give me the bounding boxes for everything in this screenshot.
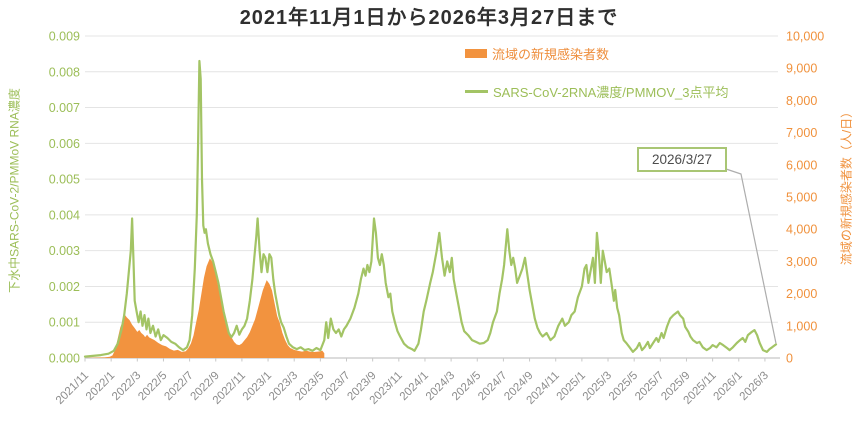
y-right-tick-label: 2,000 <box>786 287 817 301</box>
y-axis-title-right: 流域の新規感染者数（人/日） <box>839 105 854 266</box>
y-right-tick-label: 8,000 <box>786 94 817 108</box>
cases-area-series <box>85 258 325 358</box>
y-left-tick-label: 0.009 <box>49 30 80 44</box>
y-right-tick-label: 0 <box>786 352 793 366</box>
legend: 流域の新規感染者数 SARS-CoV-2RNA濃度/PMMOV_3点平均 <box>465 45 729 100</box>
cases-legend-label: 流域の新規感染者数 <box>492 47 610 62</box>
cases-area-swatch-icon <box>465 49 487 58</box>
y-left-tick-label: 0.006 <box>49 137 80 151</box>
y-right-tick-label: 5,000 <box>786 191 817 205</box>
x-tick-label: 2026/3 <box>738 370 771 403</box>
y-left-tick-label: 0.004 <box>49 208 80 222</box>
y-right-tick-label: 7,000 <box>786 126 817 140</box>
y-right-tick-label: 3,000 <box>786 255 817 269</box>
rna-line-swatch-icon <box>465 90 488 93</box>
y-left-tick-label: 0.001 <box>49 316 80 330</box>
legend-item-rna: SARS-CoV-2RNA濃度/PMMOV_3点平均 <box>465 83 729 100</box>
y-right-tick-label: 10,000 <box>786 30 824 44</box>
y-right-tick-label: 6,000 <box>786 158 817 172</box>
rna-legend-label: SARS-CoV-2RNA濃度/PMMOV_3点平均 <box>493 85 729 100</box>
y-left-tick-label: 0.005 <box>49 173 80 187</box>
y-left-tick-label: 0.002 <box>49 280 80 294</box>
x-tick-label: 2021/11 <box>54 370 91 407</box>
annotation-leader-line <box>722 167 777 344</box>
y-axis-title-left: 下水中SARS-CoV-2/PMMoV RNA濃度 <box>7 88 22 293</box>
y-right-tick-label: 1,000 <box>786 319 817 333</box>
y-left-tick-label: 0.007 <box>49 101 80 115</box>
chart-title: 2021年11月1日から2026年3月27日まで <box>239 7 619 29</box>
y-right-tick-label: 9,000 <box>786 62 817 76</box>
date-annotation: 2026/3/27 <box>637 147 727 172</box>
y-left-tick-label: 0.003 <box>49 244 80 258</box>
y-left-tick-label: 0.000 <box>49 352 80 366</box>
y-right-tick-label: 4,000 <box>786 223 817 237</box>
y-left-tick-label: 0.008 <box>49 65 80 79</box>
legend-item-cases: 流域の新規感染者数 <box>465 45 729 62</box>
rna-line-series <box>83 59 778 358</box>
